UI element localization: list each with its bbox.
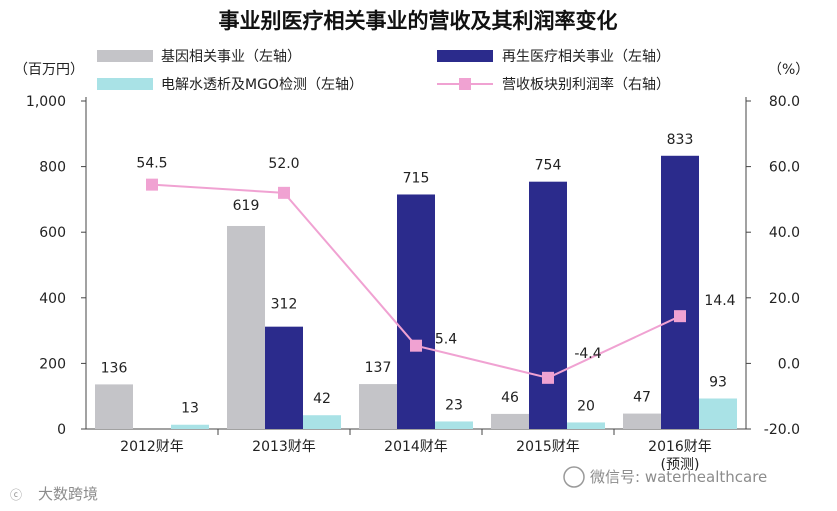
margin-data-label: 5.4: [435, 332, 457, 348]
bar: [397, 194, 435, 429]
bar: [491, 413, 529, 429]
category-label: 2012财年: [120, 439, 184, 455]
margin-data-label: 52.0: [268, 156, 299, 172]
bar-data-label: 93: [709, 374, 727, 390]
left-tick-label: 600: [39, 225, 66, 241]
category-note: (预测): [661, 457, 700, 473]
bar: [529, 181, 567, 429]
legend-swatch-gene: [97, 50, 153, 62]
bar: [661, 155, 699, 429]
bar-data-label: 754: [535, 158, 562, 174]
category-label: 2014财年: [384, 439, 448, 455]
bar-data-label: 42: [313, 391, 331, 407]
axes: 0 200 400 600 800 1,000 -20.0 0.0 20.0 40.0 60.0 80…: [26, 94, 800, 473]
margin-line-marker: [674, 310, 686, 323]
bar: [265, 326, 303, 429]
chart-title: 事业别医疗相关事业的营收及其利润率变化: [219, 9, 618, 33]
right-tick-label: 0.0: [778, 356, 800, 372]
bar-data-label: 137: [365, 360, 392, 376]
margin-data-label: 14.4: [704, 293, 735, 309]
bar: [435, 421, 473, 429]
bar-data-label: 833: [667, 132, 694, 148]
right-tick-label: 60.0: [769, 160, 800, 176]
watermark-right-text: 微信号: waterhealthcare: [590, 468, 767, 486]
bar-data-label: 136: [101, 360, 128, 376]
legend-label-electrolyzed: 电解水透析及MGO检测（左轴）: [161, 77, 363, 93]
margin-line: [146, 178, 686, 384]
left-tick-label: 200: [39, 356, 66, 372]
bars: [95, 155, 737, 429]
wechat-icon: [563, 466, 585, 488]
legend-label-gene: 基因相关事业（左轴）: [161, 48, 301, 65]
legend-label-margin: 营收板块别利润率（右轴）: [502, 76, 670, 93]
watermark-right: 微信号: waterhealthcare: [563, 466, 767, 488]
legend: 基因相关事业（左轴） 电解水透析及MGO检测（左轴） 再生医疗相关事业（左轴） …: [97, 48, 670, 93]
legend-swatch-electrolyzed: [97, 78, 153, 90]
bar-data-label: 47: [633, 390, 651, 406]
right-tick-label: 40.0: [769, 225, 800, 241]
margin-line-marker: [146, 178, 158, 191]
bar-data-label: 13: [181, 401, 199, 417]
bar: [623, 413, 661, 429]
margin-data-label: 54.5: [136, 156, 167, 172]
right-tick-label: 80.0: [769, 94, 800, 110]
right-axis-unit: （%）: [768, 62, 809, 78]
bar: [359, 384, 397, 429]
bar-data-label: 23: [445, 397, 463, 413]
margin-line-marker: [542, 371, 554, 384]
bar-data-label: 312: [271, 297, 298, 313]
left-tick-label: 0: [57, 422, 66, 438]
bar: [171, 424, 209, 429]
left-tick-label: 1,000: [26, 94, 66, 110]
legend-swatch-regenerative: [437, 50, 493, 62]
legend-marker-margin: [459, 78, 471, 90]
bar-data-label: 20: [577, 398, 595, 414]
category-label: 2015财年: [516, 439, 580, 455]
bar-data-label: 46: [501, 390, 519, 406]
bar-data-label: 619: [233, 198, 260, 214]
right-tick-label: 20.0: [769, 291, 800, 307]
right-tick-label: -20.0: [764, 422, 800, 438]
margin-data-label: -4.4: [574, 346, 601, 362]
margin-line-marker: [410, 339, 422, 352]
bar: [95, 384, 133, 429]
left-axis-unit: （百万円）: [14, 62, 84, 78]
bar: [699, 398, 737, 429]
left-tick-label: 400: [39, 291, 66, 307]
bar: [303, 415, 341, 429]
bar: [567, 422, 605, 429]
watermark-left: ⓒ 大数跨境: [10, 485, 98, 503]
left-tick-label: 800: [39, 160, 66, 176]
watermark-left-text: 大数跨境: [38, 485, 98, 503]
logo-glyph-icon: ⓒ: [10, 488, 22, 502]
legend-label-regenerative: 再生医疗相关事业（左轴）: [502, 49, 670, 65]
bar-data-label: 715: [403, 170, 430, 186]
category-label: 2016财年: [648, 439, 712, 455]
bar: [227, 225, 265, 429]
data-labels: 136 619 137 46 47 312 715 754 833 13 42 23 20 93 54.5 5…: [101, 132, 736, 417]
category-label: 2013财年: [252, 439, 316, 455]
margin-line-marker: [278, 186, 290, 199]
